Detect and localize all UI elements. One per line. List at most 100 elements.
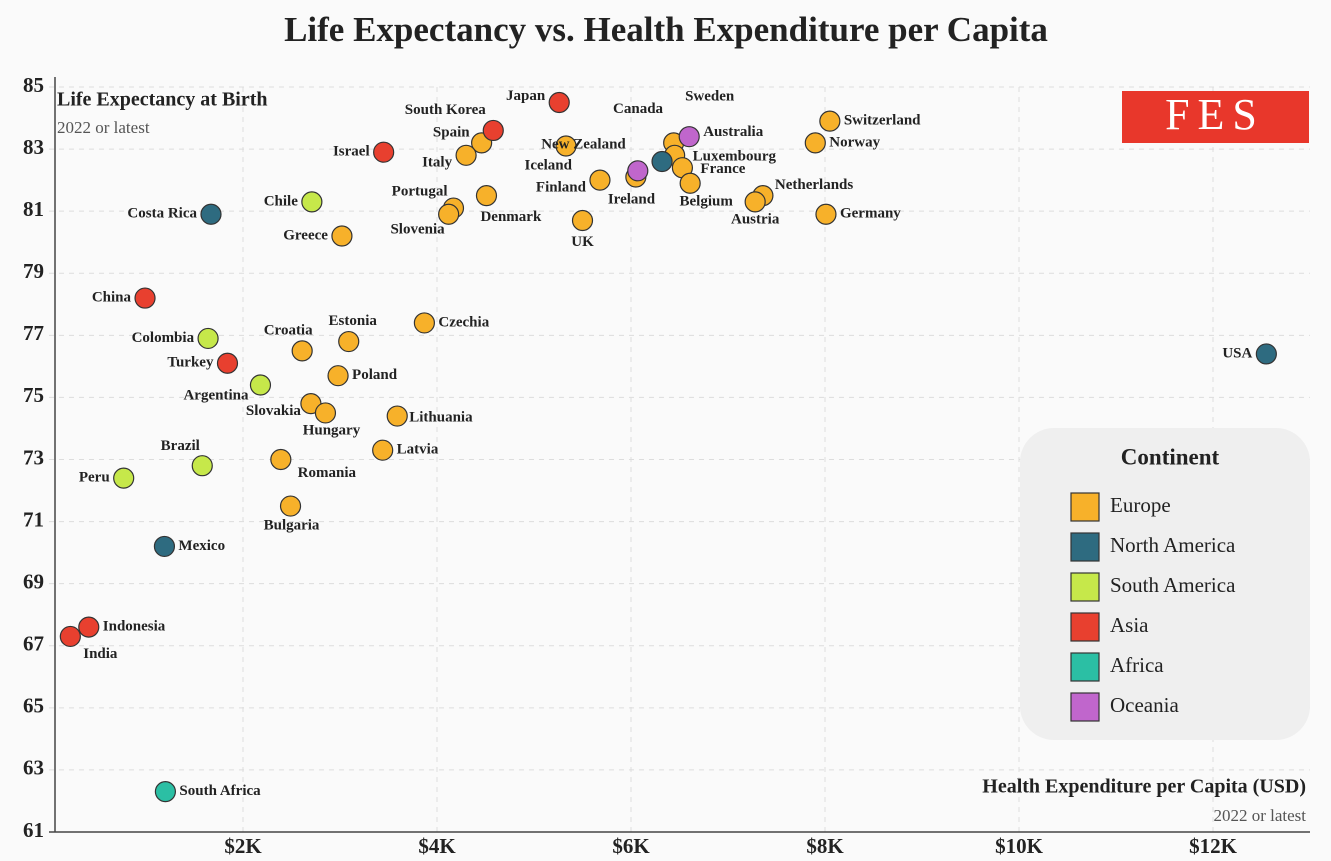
point [555,135,577,157]
x-tick-label: $12K [1189,834,1238,858]
point-label: Luxembourg [693,149,777,165]
point [372,439,394,461]
point [279,495,302,517]
point-label: UK [571,234,594,250]
point [327,365,349,387]
point [815,203,837,225]
y-tick-label: 67 [23,632,44,656]
y-axis-note: 2022 or latest [57,118,150,137]
point [438,203,460,225]
legend-label: South America [1110,573,1236,597]
legend-swatch [1070,532,1100,562]
x-axis-label: Health Expenditure per Capita (USD) [982,776,1306,798]
point-label: Iceland [524,157,572,173]
legend-swatch [1070,692,1100,722]
y-tick-label: 69 [23,569,44,593]
point-label: Germany [840,206,901,222]
point-label: France [700,161,745,177]
y-axis-label: Life Expectancy at Birth [57,89,268,111]
y-tick-label: 65 [23,694,44,718]
point-label: Lithuania [409,409,473,425]
point-label: Belgium [679,194,733,210]
legend-swatch [1070,652,1100,682]
point [455,144,477,166]
point [249,374,272,396]
point-label: Netherlands [775,177,853,193]
point-label: Chile [264,193,299,209]
point [651,150,673,173]
point [197,327,219,350]
y-tick-label: 75 [23,383,44,407]
point-label: Sweden [685,88,735,104]
point-label: Slovenia [390,222,445,238]
logo: FES [1165,90,1265,139]
point [301,191,323,213]
point-label: Romania [298,465,357,481]
point-label: Spain [433,124,470,140]
point [482,119,504,142]
point-label: Denmark [480,209,541,225]
point-label: Indonesia [103,619,166,635]
point [678,126,700,148]
point-label: Japan [506,88,546,104]
x-tick-label: $10K [995,834,1044,858]
point [191,455,213,477]
y-tick-label: 73 [23,445,44,469]
point-label: Peru [79,470,110,486]
y-tick-label: 85 [23,73,44,97]
point [373,141,395,163]
legend-label: Africa [1110,653,1164,677]
point-label: South Korea [405,102,486,118]
point [331,225,353,247]
point-label: Croatia [264,322,313,338]
point [291,340,313,362]
point-label: Norway [829,134,880,150]
point [804,132,826,154]
point-label: Ireland [608,191,656,207]
point [1255,343,1277,365]
chart-title: Life Expectancy vs. Health Expenditure p… [284,10,1048,49]
point-label: USA [1222,345,1252,361]
y-tick-label: 77 [23,321,44,345]
y-tick-label: 61 [23,818,44,842]
y-tick-label: 83 [23,135,44,159]
point-label: Portugal [392,184,448,200]
point-label: Colombia [132,330,195,346]
y-tick-label: 81 [23,197,44,221]
point [113,467,135,489]
point [270,448,292,471]
logo-box [1122,91,1309,143]
point [475,185,498,207]
point-label: Canada [613,101,664,117]
point-label: Turkey [167,355,214,371]
point [216,352,239,374]
point-label: Slovakia [246,403,302,419]
legend-label: Oceania [1110,693,1179,717]
point-label: Costa Rica [127,206,197,222]
point-label: Mexico [178,538,225,554]
x-axis-note: 2022 or latest [1213,806,1306,825]
point [338,330,360,353]
x-tick-label: $2K [224,834,262,858]
point-label: Brazil [161,438,200,454]
point [59,625,81,648]
point [153,535,176,558]
point-label: South Africa [179,783,261,799]
point-label: Italy [422,155,453,171]
point [548,91,570,114]
point [78,616,100,638]
point-label: Poland [352,367,398,383]
point [413,312,435,334]
point-label: Israel [333,144,370,160]
point [571,209,594,232]
point-label: India [83,646,118,662]
y-tick-label: 63 [23,756,44,780]
legend-swatch [1070,492,1100,522]
point-label: Czechia [438,314,489,330]
point-label: Hungary [303,422,361,438]
point [679,172,701,194]
point-label: China [92,290,132,306]
x-tick-label: $4K [418,834,456,858]
point [589,169,611,191]
